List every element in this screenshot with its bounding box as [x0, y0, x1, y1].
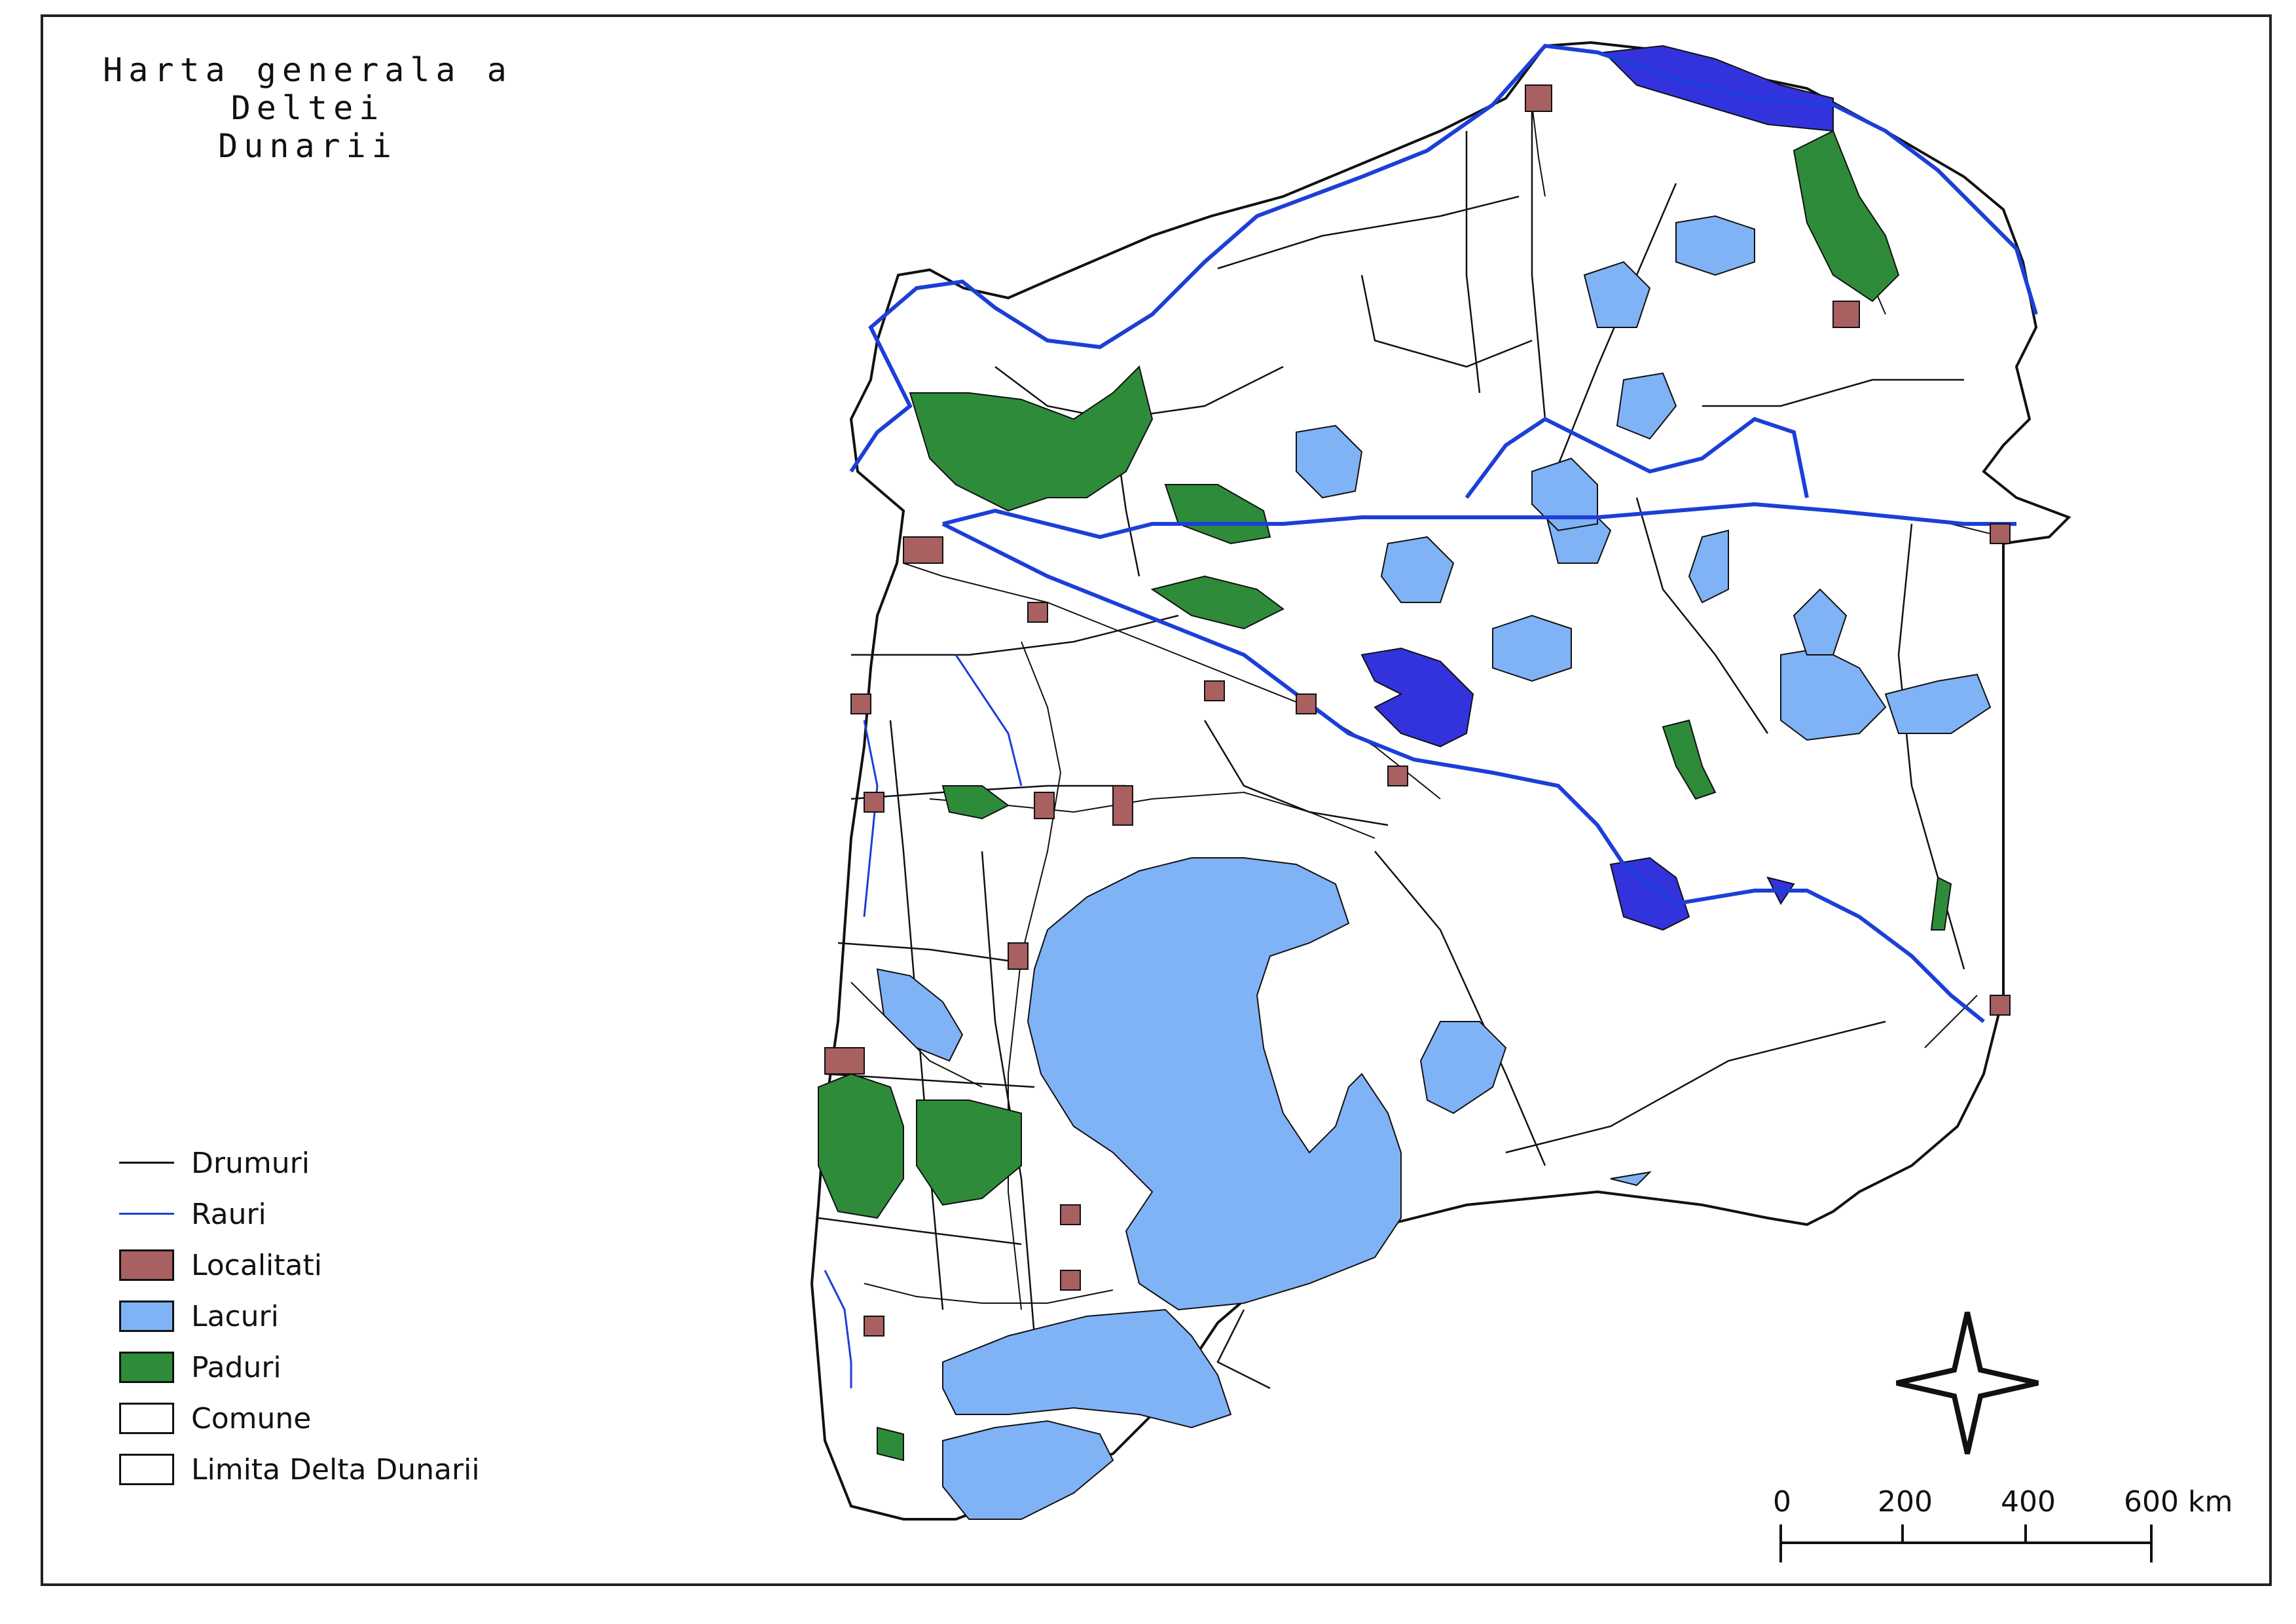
lake-south	[942, 1420, 1114, 1520]
map-title-line-1: Harta generala a Deltei	[103, 51, 513, 127]
scale-tick-0: 0	[1773, 1485, 1791, 1519]
river-sulina	[942, 502, 2016, 540]
lake-north-4	[1531, 457, 1598, 532]
legend-label: Lacuri	[191, 1300, 279, 1333]
lake-center-2	[1492, 614, 1572, 682]
lake-right-center	[1419, 1021, 1507, 1115]
legend-fill-swatch	[119, 1249, 174, 1281]
lake-east-4	[1688, 529, 1729, 604]
lake-south-channel	[1609, 857, 1690, 931]
legend-fill-swatch	[119, 1454, 174, 1485]
compass-star-icon	[1896, 1312, 2039, 1454]
forest-patches	[818, 130, 1952, 1462]
legend-label: Localitati	[191, 1249, 322, 1282]
map-frame	[41, 14, 2272, 1586]
scale-tick-400: 400	[2001, 1485, 2056, 1519]
lake-east-3	[1793, 588, 1848, 655]
lake-east-2	[1884, 673, 1992, 734]
legend-fill-swatch	[119, 1301, 174, 1332]
lake-north-1	[1675, 215, 1755, 276]
river-north-bend	[1465, 416, 1809, 499]
legend-label: Comune	[191, 1402, 312, 1435]
map-title: Harta generala a Deltei Dunarii	[39, 51, 576, 165]
scale-tick-600: 600 km	[2124, 1485, 2233, 1519]
legend-label: Limita Delta Dunarii	[191, 1453, 480, 1486]
lake-north-3	[1616, 372, 1677, 440]
lake-center-1	[1380, 536, 1455, 603]
lake-sw-small	[1610, 1171, 1652, 1187]
map-title-line-2: Dunarii	[218, 127, 397, 165]
lake-west-1	[1296, 424, 1363, 499]
lake-razim	[1027, 857, 1402, 1311]
river-chilia	[849, 43, 2038, 473]
river-lines	[849, 43, 2038, 1024]
legend-fill-swatch	[119, 1403, 174, 1434]
lake-patches	[876, 215, 1992, 1520]
river-sfantu-gheorghe	[941, 522, 1985, 1024]
legend-label: Paduri	[191, 1351, 282, 1384]
legend-label: Drumuri	[191, 1147, 310, 1180]
legend-label: Rauri	[191, 1198, 266, 1231]
lake-north-2	[1583, 261, 1651, 328]
scale-bar	[1779, 1524, 2153, 1562]
legend-line-swatch	[119, 1213, 174, 1215]
legend-line-swatch	[119, 1162, 174, 1164]
settlement-markers	[824, 84, 2011, 1337]
scale-tick-200: 200	[1878, 1485, 1933, 1519]
river-small	[824, 654, 1023, 1388]
lake-sinoie	[942, 1308, 1232, 1429]
lake-golovita	[876, 968, 964, 1062]
legend-fill-swatch	[119, 1352, 174, 1383]
lake-central-deep	[1360, 647, 1474, 748]
